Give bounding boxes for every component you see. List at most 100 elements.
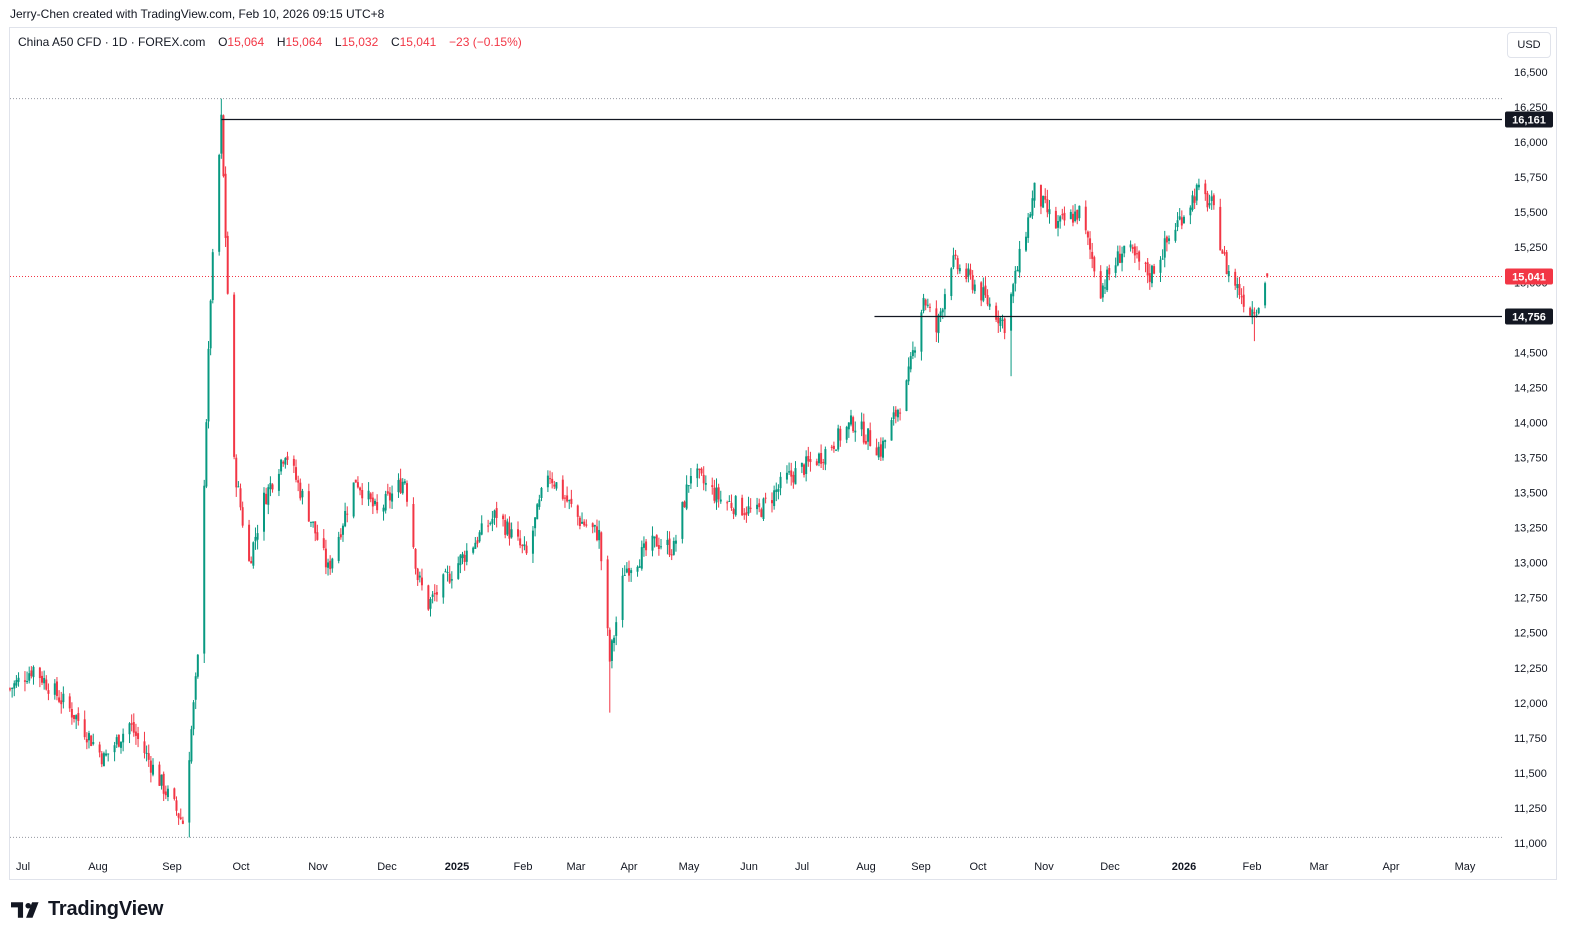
x-tick-label: Apr (620, 861, 637, 873)
candle-body (892, 412, 895, 419)
candle-body (1031, 198, 1034, 216)
candle-body (1061, 214, 1064, 216)
candle-body (205, 422, 208, 487)
symbol-legend: China A50 CFD · 1D · FOREX.com O15,064 H… (18, 35, 522, 49)
candle-body (406, 483, 409, 502)
candle-body (1118, 253, 1121, 263)
candle-body (508, 522, 511, 539)
candle-body (1042, 195, 1045, 208)
tradingview-logo[interactable]: TradingView (11, 898, 163, 921)
symbol-title[interactable]: China A50 CFD · 1D · FOREX.com (18, 35, 206, 49)
candle-body (194, 676, 197, 700)
candle-body (640, 547, 643, 569)
candle-body (502, 515, 505, 520)
candle-body (248, 524, 251, 561)
candle-body (943, 294, 946, 310)
candle-body (1193, 196, 1196, 203)
candle-body (75, 715, 78, 720)
candle-body (17, 677, 20, 682)
candle-body (137, 733, 140, 739)
candle-body (371, 497, 374, 507)
candle-body (980, 282, 983, 301)
candle-body (107, 753, 110, 755)
candle-body (376, 502, 379, 511)
low-label: L (334, 35, 342, 49)
candle-body (175, 800, 178, 811)
candle-body (493, 510, 496, 518)
candle-body (384, 493, 387, 511)
candle-body (1029, 214, 1032, 218)
candle-body (817, 453, 820, 464)
candle-body (145, 752, 148, 754)
candle-body (785, 472, 788, 480)
candle-body (1178, 216, 1181, 220)
candle-body (1153, 266, 1156, 274)
candle-body (241, 507, 244, 526)
candle-body (179, 817, 182, 820)
candle-body (1138, 251, 1141, 262)
candle-body (1071, 213, 1074, 223)
candle-body (937, 315, 940, 334)
candle-body (741, 497, 744, 516)
candle-body (100, 753, 103, 765)
candle-body (1249, 307, 1252, 316)
y-tick-label: 16,250 (1514, 102, 1548, 114)
currency-button[interactable]: USD (1507, 32, 1551, 58)
candle-body (719, 499, 722, 502)
candle-body (1039, 185, 1042, 207)
candle-body (1054, 210, 1057, 229)
candle-body (459, 555, 462, 566)
candle-body (143, 741, 146, 754)
candle-body (28, 673, 31, 681)
candle-body (655, 535, 658, 547)
candle-body (307, 491, 310, 522)
candle-body (130, 723, 133, 725)
candle-body (203, 485, 206, 654)
candle-body (218, 155, 221, 252)
candle-body (369, 493, 372, 500)
candle-body (173, 788, 176, 799)
candle-body (822, 461, 825, 463)
candle-body (322, 538, 325, 549)
candle-body (668, 538, 671, 555)
x-tick-label: Mar (1310, 861, 1329, 873)
x-tick-label: Mar (567, 861, 586, 873)
candle-body (53, 683, 56, 695)
x-tick-label: May (1455, 861, 1476, 873)
candle-body (181, 820, 184, 824)
x-tick-label: Jul (795, 861, 809, 873)
candle-body (555, 482, 558, 489)
y-tick-label: 15,250 (1514, 242, 1548, 254)
candle-body (478, 532, 481, 542)
x-tick-label: Aug (856, 861, 876, 873)
candle-body (102, 753, 105, 767)
candle-body (982, 287, 985, 301)
candle-body (209, 300, 212, 349)
candle-body (581, 521, 584, 524)
candle-body (444, 571, 447, 573)
candle-body (713, 487, 716, 501)
candle-body (1084, 206, 1087, 231)
candle-body (899, 412, 902, 414)
candle-body (119, 741, 122, 748)
candle-body (339, 534, 342, 538)
candle-body (743, 513, 746, 515)
line-price-tag-1: 16,161 (1505, 111, 1553, 128)
candle-body (627, 568, 630, 576)
x-tick-label: Oct (232, 861, 249, 873)
candle-body (847, 422, 850, 430)
candle-body (312, 521, 315, 523)
candle-body (457, 563, 460, 579)
candle-body (13, 683, 16, 689)
candle-body (269, 482, 272, 490)
candle-body (359, 487, 362, 491)
candle-body (988, 303, 991, 307)
candle-body (391, 493, 394, 502)
candle-body (1180, 217, 1183, 226)
candle-body (429, 598, 432, 609)
candle-body (845, 426, 848, 440)
line-price-tag-2-text: 14,756 (1512, 311, 1546, 323)
candle-body (732, 509, 735, 514)
line-price-tag-1-bg (1505, 111, 1553, 128)
